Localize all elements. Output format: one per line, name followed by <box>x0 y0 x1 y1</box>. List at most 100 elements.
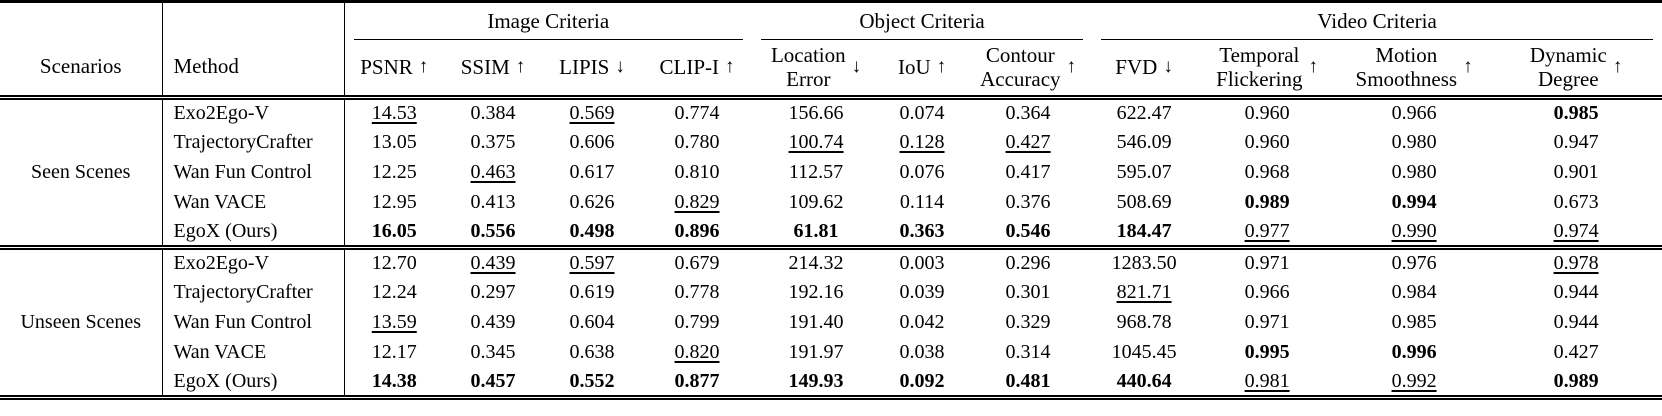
metric-value: 61.81 <box>752 217 881 250</box>
metric-value: 0.481 <box>964 367 1093 400</box>
metric-value: 12.24 <box>371 281 417 303</box>
metric-value: 0.774 <box>674 102 720 125</box>
metric-value: 0.981 <box>1196 367 1339 400</box>
metric-value: 0.971 <box>1244 252 1290 275</box>
metric-value: 0.820 <box>674 341 720 363</box>
metric-value: 0.427 <box>1005 131 1051 153</box>
metric-value: 0.546 <box>964 217 1093 250</box>
method-name: EgoX (Ours) <box>162 217 345 250</box>
up-arrow-icon: ↑ <box>1308 56 1318 78</box>
table-row: Wan Fun Control 12.25 0.463 0.617 0.810 112.5… <box>0 157 1662 188</box>
metric-header-lipis: LIPIS ↓ <box>542 39 642 100</box>
metric-value: 13.05 <box>371 131 417 153</box>
metric-value: 0.829 <box>674 191 720 213</box>
metric-value: 0.638 <box>569 341 615 363</box>
metric-value: 0.971 <box>1244 311 1290 333</box>
metric-value: 0.947 <box>1553 131 1599 153</box>
metric-value: 112.57 <box>788 161 844 183</box>
metric-value: 622.47 <box>1116 102 1172 125</box>
metric-value: 192.16 <box>788 281 844 303</box>
metric-label: Temporal Flickering <box>1216 43 1303 92</box>
metric-value: 0.673 <box>1553 191 1599 213</box>
metric-value: 0.977 <box>1196 217 1339 250</box>
metric-value: 0.980 <box>1391 161 1437 183</box>
method-column-header: Method <box>162 1 345 100</box>
method-name: Wan Fun Control <box>162 307 345 338</box>
up-arrow-icon: ↑ <box>515 56 526 78</box>
up-arrow-icon: ↑ <box>1066 56 1077 78</box>
metric-value: 0.780 <box>674 131 720 153</box>
metric-value: 0.038 <box>899 341 945 363</box>
metric-value: 0.114 <box>899 191 945 213</box>
metric-value: 0.996 <box>1391 341 1437 363</box>
metric-value: 14.38 <box>344 367 444 400</box>
metric-header-location-error: Location Error ↓ <box>752 39 881 100</box>
metric-value: 214.32 <box>788 252 844 275</box>
metric-value: 0.042 <box>899 311 945 333</box>
metric-value: 0.985 <box>1391 311 1437 333</box>
metric-value: 0.329 <box>1005 311 1051 333</box>
metric-value: 0.345 <box>470 341 516 363</box>
up-arrow-icon: ↑ <box>1463 56 1473 78</box>
metric-value: 0.994 <box>1391 191 1437 213</box>
metric-value: 0.976 <box>1391 252 1437 275</box>
metric-label: CLIP-I <box>659 55 720 80</box>
metric-value: 0.439 <box>470 311 516 333</box>
metric-value: 0.297 <box>470 281 516 303</box>
group-header-object-criteria: Object Criteria <box>752 2 1092 40</box>
metric-value: 0.427 <box>1553 341 1599 363</box>
metric-value: 0.901 <box>1553 161 1599 183</box>
table-row: Unseen Scenes Exo2Ego-V 12.70 0.439 0.597 0.6… <box>0 247 1662 400</box>
table-row: TrajectoryCrafter 12.24 0.297 0.619 0.778 192… <box>0 277 1662 308</box>
metric-value: 0.552 <box>542 367 642 400</box>
metric-value: 0.003 <box>899 252 945 275</box>
up-arrow-icon: ↑ <box>418 56 429 78</box>
metric-value: 0.990 <box>1338 217 1491 250</box>
up-arrow-icon: ↑ <box>1612 56 1623 78</box>
metric-value: 595.07 <box>1116 161 1172 183</box>
metric-label: Location Error <box>770 43 846 92</box>
metric-value: 0.989 <box>1490 367 1662 400</box>
metric-label: PSNR <box>360 55 413 80</box>
metric-value: 0.301 <box>1005 281 1051 303</box>
metric-value: 0.463 <box>470 161 516 183</box>
metric-value: 0.375 <box>470 131 516 153</box>
metric-value: 0.128 <box>899 131 945 153</box>
metric-value: 0.364 <box>1005 102 1051 125</box>
table-row: Wan Fun Control 13.59 0.439 0.604 0.799 191.4… <box>0 307 1662 338</box>
scenarios-column-header: Scenarios <box>0 1 163 100</box>
metric-value: 0.384 <box>470 102 516 125</box>
metric-value: 0.626 <box>569 191 615 213</box>
method-name: Wan Fun Control <box>162 157 345 188</box>
method-name: EgoX (Ours) <box>162 367 345 400</box>
metric-value: 0.363 <box>880 217 965 250</box>
metric-label: LIPIS <box>559 55 610 80</box>
metric-value: 0.995 <box>1244 341 1290 363</box>
metric-value: 0.944 <box>1553 311 1599 333</box>
metric-value: 12.70 <box>371 252 417 275</box>
metric-value: 0.413 <box>470 191 516 213</box>
metric-value: 0.877 <box>642 367 753 400</box>
metric-value: 14.53 <box>371 102 417 125</box>
group-header-row: Scenarios Method Image Criteria Object C… <box>0 1 1662 100</box>
method-name: Exo2Ego-V <box>162 247 345 278</box>
table-header: Scenarios Method Image Criteria Object C… <box>0 1 1662 100</box>
metric-value: 0.439 <box>470 252 516 275</box>
metric-header-temporal-flickering: Temporal Flickering ↑ <box>1196 39 1339 100</box>
metric-value: 0.980 <box>1391 131 1437 153</box>
metric-label: SSIM <box>460 55 510 80</box>
down-arrow-icon: ↓ <box>615 56 625 78</box>
metric-value: 0.457 <box>444 367 542 400</box>
table-row: EgoX (Ours) 14.38 0.457 0.552 0.877 149.93 0.0… <box>0 367 1662 400</box>
metric-value: 0.314 <box>1005 341 1051 363</box>
metric-header-ssim: SSIM ↑ <box>444 39 542 100</box>
metric-value: 1045.45 <box>1111 341 1177 363</box>
metric-header-clip-i: CLIP-I ↑ <box>642 39 753 100</box>
table-row: Wan VACE 12.95 0.413 0.626 0.829 109.62 0.114 0… <box>0 187 1662 218</box>
metric-value: 1283.50 <box>1111 252 1177 275</box>
metric-value: 0.597 <box>569 252 615 275</box>
table-row: TrajectoryCrafter 13.05 0.375 0.606 0.780 100… <box>0 127 1662 158</box>
metric-value: 0.569 <box>569 102 615 125</box>
table-row: Wan VACE 12.17 0.345 0.638 0.820 191.97 0.038 0… <box>0 337 1662 368</box>
metric-value: 191.97 <box>788 341 844 363</box>
